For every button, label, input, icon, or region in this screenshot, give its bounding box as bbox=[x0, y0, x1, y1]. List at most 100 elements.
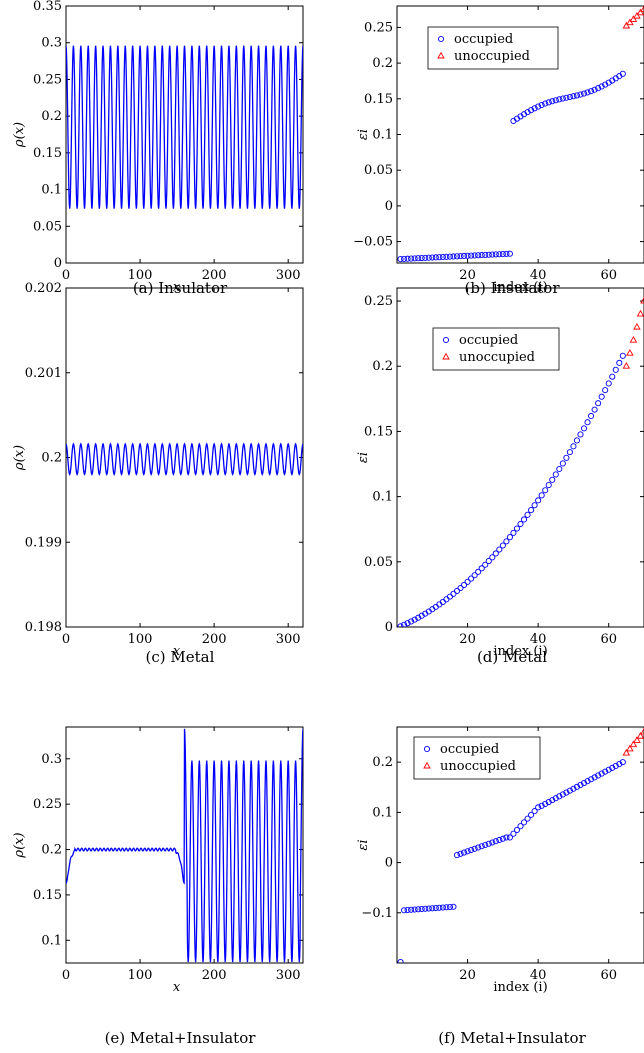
data-point-occupied bbox=[439, 253, 446, 261]
data-point-occupied bbox=[595, 85, 602, 92]
plot-frame bbox=[396, 287, 644, 628]
x-tick-label: 200 bbox=[202, 968, 227, 983]
legend: occupied unoccupied bbox=[432, 327, 560, 371]
y-tick-label: 0.3 bbox=[41, 36, 62, 51]
y-tick-label: 0 bbox=[54, 256, 62, 271]
data-point-unoccupied bbox=[626, 744, 634, 752]
y-tick-label: 0.05 bbox=[33, 219, 62, 234]
data-point-occupied bbox=[460, 581, 468, 588]
plot-data bbox=[66, 728, 303, 963]
plot-data bbox=[397, 727, 644, 963]
data-point-occupied bbox=[566, 787, 573, 794]
x-tick-label: 20 bbox=[459, 268, 476, 283]
x-tick-label: 200 bbox=[202, 268, 227, 283]
data-point-unoccupied bbox=[629, 740, 638, 748]
data-point-occupied bbox=[411, 255, 418, 262]
x-axis-label: index (i) bbox=[493, 980, 547, 995]
y-tick-label: 0.2 bbox=[41, 109, 62, 124]
data-point-occupied bbox=[408, 906, 415, 913]
y-tick-label: −0.1 bbox=[361, 906, 393, 921]
data-point-occupied bbox=[478, 843, 485, 850]
data-point-occupied bbox=[460, 849, 468, 856]
data-point-occupied bbox=[506, 834, 513, 841]
data-point-occupied bbox=[556, 465, 563, 473]
data-point-occupied bbox=[425, 905, 432, 912]
data-point-unoccupied bbox=[633, 11, 641, 19]
y-tick-label: 0.25 bbox=[33, 797, 62, 812]
data-point-unoccupied bbox=[622, 21, 631, 29]
x-tick-label: 40 bbox=[530, 268, 547, 283]
plot-data bbox=[66, 45, 303, 209]
data-point-occupied bbox=[517, 520, 524, 528]
data-point-occupied bbox=[401, 621, 408, 627]
data-point-occupied bbox=[450, 253, 457, 260]
chart-panel-a: 0 100 200 30000.050.10.150.20.250.30.35xρ(x… bbox=[12, 0, 304, 297]
y-axis-label: ρ(x) bbox=[12, 832, 27, 858]
data-point-unoccupied bbox=[640, 6, 644, 13]
plot-frame bbox=[65, 5, 304, 264]
legend-label: occupied bbox=[454, 32, 513, 47]
data-point-occupied bbox=[446, 253, 453, 260]
data-point-occupied bbox=[464, 848, 471, 855]
x-tick-label: 200 bbox=[202, 632, 227, 647]
x-tick-label: 300 bbox=[276, 632, 301, 647]
data-point-occupied bbox=[573, 437, 581, 444]
data-point-occupied bbox=[429, 905, 436, 912]
data-point-occupied bbox=[584, 89, 591, 96]
y-tick-label: 0.1 bbox=[372, 490, 393, 505]
legend-marker-unoccupied bbox=[437, 51, 445, 59]
data-point-occupied bbox=[499, 835, 506, 842]
data-point-occupied bbox=[401, 255, 408, 262]
data-point-occupied bbox=[475, 844, 482, 851]
data-point-occupied bbox=[591, 86, 598, 93]
data-point-occupied bbox=[588, 412, 595, 420]
data-point-occupied bbox=[408, 618, 415, 625]
data-point-occupied bbox=[453, 253, 461, 260]
y-tick-label: 0.05 bbox=[364, 163, 393, 178]
data-point-occupied bbox=[573, 783, 581, 790]
legend-marker-occupied bbox=[437, 35, 445, 43]
data-point-occupied bbox=[598, 770, 605, 777]
data-point-occupied bbox=[485, 840, 492, 847]
data-point-unoccupied bbox=[636, 732, 644, 739]
data-point-occupied bbox=[542, 100, 549, 107]
x-tick-label: 40 bbox=[530, 968, 547, 983]
data-point-occupied bbox=[545, 482, 552, 489]
y-tick-label: 0.2 bbox=[372, 359, 393, 374]
series-line bbox=[66, 442, 303, 476]
legend-label: unoccupied bbox=[454, 49, 530, 64]
panel-caption: (d) Metal bbox=[477, 648, 547, 666]
data-point-occupied bbox=[492, 251, 499, 258]
plot-data bbox=[397, 6, 644, 263]
data-point-occupied bbox=[559, 791, 566, 798]
data-point-occupied bbox=[457, 850, 464, 857]
x-tick-label: 100 bbox=[128, 968, 153, 983]
data-point-occupied bbox=[415, 906, 422, 913]
data-point-occupied bbox=[549, 476, 556, 483]
data-point-occupied bbox=[520, 819, 528, 826]
legend-marker-unoccupied bbox=[442, 352, 450, 360]
data-point-occupied bbox=[432, 254, 439, 261]
data-point-occupied bbox=[542, 487, 549, 494]
data-point-unoccupied bbox=[629, 335, 638, 343]
data-point-occupied bbox=[471, 845, 478, 852]
data-point-occupied bbox=[552, 795, 559, 802]
data-point-occupied bbox=[577, 91, 584, 98]
data-point-occupied bbox=[422, 254, 429, 261]
y-tick-label: 0.1 bbox=[372, 128, 393, 143]
data-point-occupied bbox=[570, 93, 577, 100]
data-point-occupied bbox=[595, 772, 602, 779]
data-point-occupied bbox=[446, 593, 453, 600]
panel-caption: (f) Metal+Insulator bbox=[438, 1029, 586, 1047]
data-point-occupied bbox=[443, 904, 450, 911]
series-line bbox=[66, 728, 303, 963]
data-point-occupied bbox=[570, 443, 577, 450]
panel-caption: (c) Metal bbox=[146, 648, 215, 666]
plot-data bbox=[397, 296, 644, 627]
y-axis-label: ρ(x) bbox=[12, 445, 27, 471]
data-point-occupied bbox=[506, 534, 513, 541]
y-tick-label: 0.1 bbox=[41, 183, 62, 198]
data-point-occupied bbox=[545, 798, 552, 806]
x-axis-label: x bbox=[173, 980, 181, 995]
